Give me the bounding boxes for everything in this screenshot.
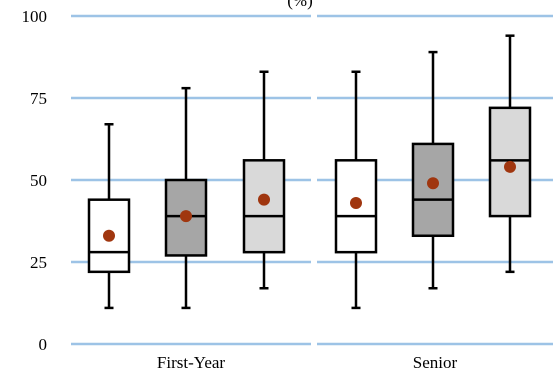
y-tick-label-0: 0 bbox=[39, 335, 48, 354]
chart-title-fragment: (%) bbox=[287, 0, 312, 10]
mean-marker bbox=[258, 193, 270, 206]
mean-marker bbox=[103, 229, 115, 242]
y-axis-ticks: 0 25 50 75 100 bbox=[22, 7, 48, 354]
mean-marker bbox=[427, 177, 439, 190]
iqr-box bbox=[411, 142, 455, 238]
y-tick-label-75: 75 bbox=[30, 89, 47, 108]
gridlines bbox=[71, 14, 553, 346]
box-4 bbox=[334, 70, 378, 310]
box-5 bbox=[411, 50, 455, 290]
y-tick-label-25: 25 bbox=[30, 253, 47, 272]
box-6 bbox=[488, 34, 532, 274]
y-tick-label-100: 100 bbox=[22, 7, 48, 26]
mean-marker bbox=[350, 196, 362, 209]
box-2 bbox=[164, 86, 208, 310]
iqr-box bbox=[242, 159, 286, 254]
x-axis-groups: First-Year Senior bbox=[157, 353, 458, 372]
boxes bbox=[87, 34, 532, 310]
mean-marker bbox=[180, 210, 192, 223]
box-1 bbox=[87, 122, 131, 310]
x-group-label-2: Senior bbox=[413, 353, 458, 372]
x-group-label-1: First-Year bbox=[157, 353, 226, 372]
box-3 bbox=[242, 70, 286, 290]
mean-marker bbox=[504, 160, 516, 173]
y-tick-label-50: 50 bbox=[30, 171, 47, 190]
